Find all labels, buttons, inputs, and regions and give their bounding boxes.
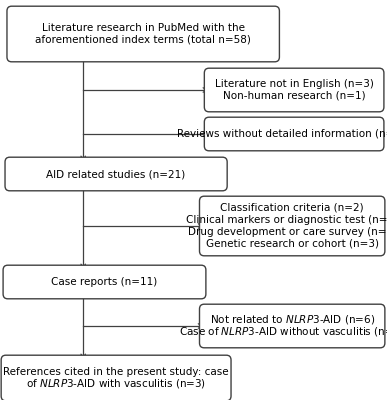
FancyBboxPatch shape [7, 6, 279, 62]
Text: aforementioned index terms (total n=58): aforementioned index terms (total n=58) [35, 35, 251, 45]
FancyBboxPatch shape [204, 68, 384, 112]
Text: Case reports (n=11): Case reports (n=11) [51, 277, 158, 287]
Text: Reviews without detailed information (n=33): Reviews without detailed information (n=… [177, 129, 387, 139]
Text: Non-human research (n=1): Non-human research (n=1) [223, 91, 365, 101]
FancyBboxPatch shape [204, 117, 384, 151]
Text: Literature not in English (n=3): Literature not in English (n=3) [215, 79, 373, 89]
Text: Drug development or care survey (n=3): Drug development or care survey (n=3) [188, 227, 387, 237]
Text: References cited in the present study: case: References cited in the present study: c… [3, 367, 229, 377]
FancyBboxPatch shape [200, 304, 385, 348]
Text: Genetic research or cohort (n=3): Genetic research or cohort (n=3) [205, 239, 379, 249]
FancyBboxPatch shape [1, 355, 231, 400]
Text: Case of $\it{NLRP3}$-AID without vasculitis (n=2): Case of $\it{NLRP3}$-AID without vasculi… [179, 326, 387, 338]
Text: of $\it{NLRP3}$-AID with vasculitis (n=3): of $\it{NLRP3}$-AID with vasculitis (n=3… [26, 378, 206, 390]
Text: Literature research in PubMed with the: Literature research in PubMed with the [42, 23, 245, 33]
FancyBboxPatch shape [3, 265, 206, 299]
FancyBboxPatch shape [200, 196, 385, 256]
FancyBboxPatch shape [5, 157, 227, 191]
Text: Not related to $\it{NLRP3}$-AID (n=6): Not related to $\it{NLRP3}$-AID (n=6) [210, 314, 375, 326]
Text: Clinical markers or diagnostic test (n=2): Clinical markers or diagnostic test (n=2… [186, 215, 387, 225]
Text: Classification criteria (n=2): Classification criteria (n=2) [220, 203, 364, 213]
Text: AID related studies (n=21): AID related studies (n=21) [46, 169, 186, 179]
